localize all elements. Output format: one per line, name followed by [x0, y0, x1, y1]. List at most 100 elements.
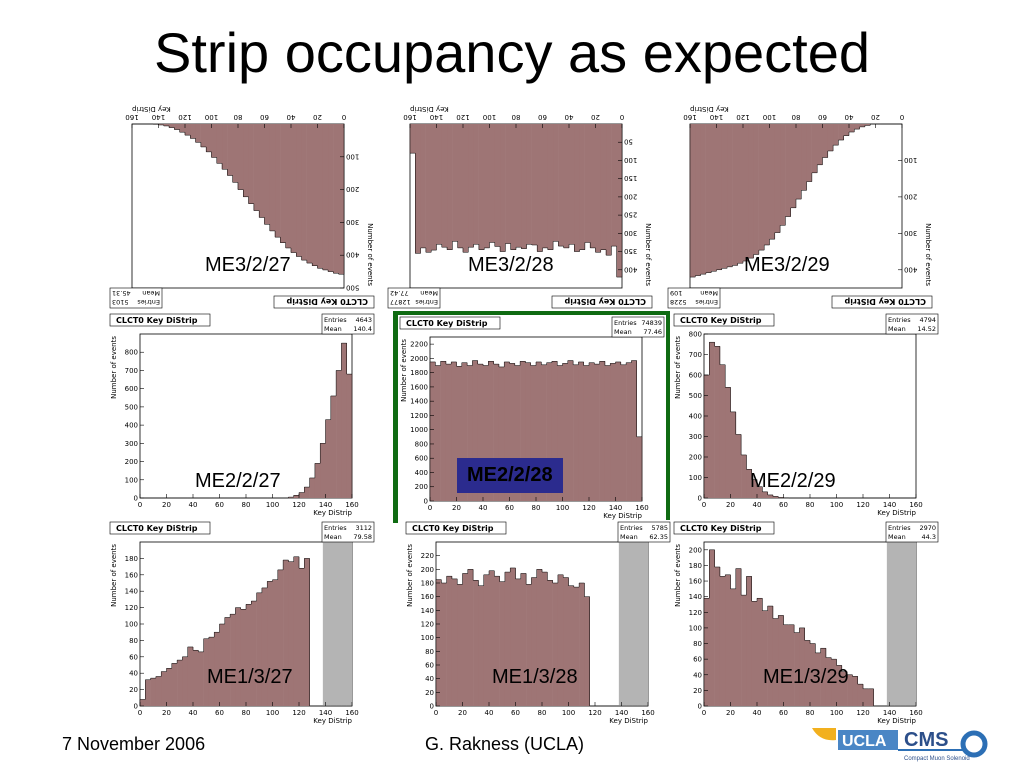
histogram-bar: [299, 493, 305, 498]
histogram-bar: [780, 124, 786, 225]
histogram-bar: [720, 365, 726, 498]
histogram-bar: [700, 124, 706, 274]
x-tick-label: 80: [242, 709, 251, 717]
x-tick-label: 20: [726, 501, 735, 509]
y-axis-label: Number of events: [400, 339, 408, 402]
histogram-bar: [151, 678, 157, 706]
histogram-bar: [451, 362, 457, 501]
chamber-label: ME2/2/27: [195, 470, 281, 493]
histogram-bar: [548, 124, 554, 250]
x-tick-label: 40: [485, 709, 494, 717]
x-tick-label: 120: [856, 709, 869, 717]
histogram-svg: 5010015020025030035040002040608010012014…: [386, 100, 654, 310]
y-axis-label: Number of events: [644, 223, 652, 286]
histogram-bar: [457, 584, 463, 706]
y-tick-label: 2000: [410, 355, 428, 363]
histogram-bar: [442, 124, 448, 247]
histogram-bar: [711, 124, 717, 271]
x-tick-label: 40: [287, 113, 296, 121]
histogram-bar: [778, 615, 784, 706]
stats-entries-value: 74839: [641, 319, 662, 327]
histogram-bar: [169, 124, 175, 128]
histogram-title: CLCT0 Key DiStrip: [412, 524, 494, 533]
y-tick-label: 800: [689, 331, 702, 339]
stats-entries-label: Entries: [695, 298, 718, 306]
histogram-bar: [769, 124, 775, 239]
x-tick-label: 100: [483, 113, 496, 121]
y-tick-label: 300: [125, 440, 138, 448]
histogram-bar: [222, 124, 228, 169]
histogram-bar: [695, 124, 701, 276]
x-tick-label: 40: [189, 501, 198, 509]
y-tick-label: 120: [125, 604, 138, 612]
histogram-bar: [140, 699, 146, 706]
histogram-bar: [206, 124, 212, 152]
histogram-bar: [193, 650, 199, 706]
x-tick-label: 60: [818, 113, 827, 121]
y-tick-label: 180: [689, 562, 702, 570]
stats-mean-label: Mean: [142, 289, 160, 297]
histogram-group: 100200300400500020406080100120140160Key …: [108, 100, 376, 310]
histogram-bar: [436, 124, 442, 244]
histogram-bar: [621, 365, 627, 501]
y-tick-label: 120: [421, 621, 434, 629]
histogram-title: CLCT0 Key DiStrip: [844, 297, 926, 306]
y-axis-label: Number of events: [110, 336, 118, 399]
histogram-bar: [201, 124, 207, 147]
y-tick-label: 150: [624, 174, 637, 182]
y-tick-label: 50: [624, 138, 633, 146]
histogram-bar: [589, 363, 595, 501]
histogram-bar: [307, 124, 313, 263]
y-tick-label: 140: [689, 593, 702, 601]
x-tick-label: 120: [456, 113, 469, 121]
x-tick-label: 20: [726, 709, 735, 717]
slide-title: Strip occupancy as expected: [0, 20, 1024, 85]
y-tick-label: 200: [421, 566, 434, 574]
x-tick-label: 100: [266, 501, 279, 509]
x-tick-label: 100: [556, 504, 569, 512]
logo-cms-text: CMS: [904, 729, 948, 751]
histogram-bar: [806, 124, 812, 182]
histogram-group: 5010015020025030035040002040608010012014…: [386, 100, 654, 310]
x-axis-label: Key DiStrip: [689, 105, 728, 113]
histogram-bar: [420, 124, 426, 248]
histogram-bar: [447, 576, 453, 706]
histogram-bar: [796, 124, 802, 199]
stats-entries-value: 4794: [919, 316, 936, 324]
y-tick-label: 60: [425, 662, 434, 670]
x-axis-label: Key DiStrip: [313, 717, 352, 725]
histogram-bar: [251, 601, 257, 706]
y-tick-label: 160: [421, 593, 434, 601]
y-tick-label: 300: [346, 218, 359, 226]
histogram-bar: [868, 689, 874, 706]
histogram-bar: [167, 668, 173, 706]
histogram-bar: [463, 124, 469, 252]
y-tick-label: 500: [689, 392, 702, 400]
histogram-bar: [790, 124, 796, 208]
histogram-bar: [347, 374, 353, 498]
stats-entries-label: Entries: [415, 298, 438, 306]
histogram-bar: [578, 362, 584, 501]
histogram-bar: [849, 124, 855, 132]
histogram-bar: [542, 124, 548, 248]
histogram-bar: [315, 463, 321, 498]
x-tick-label: 160: [125, 113, 138, 121]
footer-author: G. Rakness (UCLA): [425, 734, 584, 755]
histogram-bar: [317, 124, 323, 268]
histogram-bar: [743, 124, 749, 261]
y-tick-label: 100: [346, 152, 359, 160]
stats-entries-value: 4643: [355, 316, 372, 324]
x-tick-label: 60: [215, 501, 224, 509]
x-tick-label: 80: [234, 113, 243, 121]
histogram-bar: [720, 576, 726, 706]
histogram-bar: [611, 124, 617, 246]
histogram-title: CLCT0 Key DiStrip: [680, 524, 762, 533]
histogram-bar: [601, 124, 607, 250]
histogram-bar: [748, 124, 754, 258]
histogram-bar: [230, 614, 236, 706]
x-tick-label: 80: [792, 113, 801, 121]
stats-mean-value: 44.3: [922, 533, 936, 541]
